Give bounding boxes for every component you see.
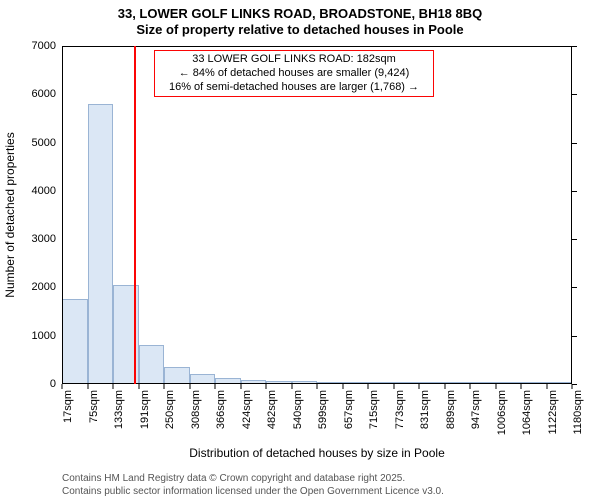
y-tick-mark [572, 239, 577, 240]
y-tick-mark [572, 287, 577, 288]
x-tick-mark [240, 384, 241, 389]
x-tick-mark [546, 384, 547, 389]
x-tick-mark [495, 384, 496, 389]
axis-left [62, 46, 63, 384]
x-tick-label: 889sqm [445, 390, 457, 429]
x-tick-label: 540sqm [292, 390, 304, 429]
x-tick-label: 1122sqm [547, 390, 559, 434]
x-tick-label: 250sqm [164, 390, 176, 429]
y-tick-mark [572, 143, 577, 144]
y-tick-mark [572, 94, 577, 95]
annotation-line2: ← 84% of detached houses are smaller (9,… [165, 67, 423, 81]
histogram-bar [164, 367, 190, 384]
x-tick-mark [368, 384, 369, 389]
x-tick-label: 773sqm [394, 390, 406, 429]
histogram-bar [62, 299, 88, 384]
marker-line [134, 46, 136, 384]
chart-title-1: 33, LOWER GOLF LINKS ROAD, BROADSTONE, B… [0, 6, 600, 22]
x-axis-label: Distribution of detached houses by size … [189, 446, 445, 460]
y-tick-label: 3000 [32, 233, 62, 245]
y-tick-mark [572, 384, 577, 385]
chart-title-2: Size of property relative to detached ho… [0, 22, 600, 38]
x-tick-label: 17sqm [62, 390, 74, 423]
x-tick-label: 1064sqm [521, 390, 533, 435]
x-tick-mark [342, 384, 343, 389]
y-tick-label: 5000 [32, 137, 62, 149]
x-tick-mark [87, 384, 88, 389]
histogram-bar [88, 104, 114, 384]
x-tick-mark [62, 384, 63, 389]
y-tick-label: 4000 [32, 185, 62, 197]
x-tick-label: 715sqm [368, 390, 380, 429]
annotation-line1: 33 LOWER GOLF LINKS ROAD: 182sqm [165, 53, 423, 67]
x-tick-label: 308sqm [190, 390, 202, 429]
footnote: Contains HM Land Registry data © Crown c… [62, 473, 444, 498]
x-tick-mark [113, 384, 114, 389]
y-tick-label: 6000 [32, 88, 62, 100]
y-tick-label: 2000 [32, 281, 62, 293]
x-tick-label: 75sqm [88, 390, 100, 423]
x-tick-mark [317, 384, 318, 389]
x-tick-label: 831sqm [419, 390, 431, 429]
annotation-line3: 16% of semi-detached houses are larger (… [165, 81, 423, 95]
x-tick-label: 482sqm [266, 390, 278, 429]
x-tick-mark [291, 384, 292, 389]
x-tick-mark [138, 384, 139, 389]
x-tick-mark [189, 384, 190, 389]
x-tick-label: 657sqm [343, 390, 355, 429]
histogram-chart: 33, LOWER GOLF LINKS ROAD, BROADSTONE, B… [0, 0, 600, 500]
x-tick-mark [521, 384, 522, 389]
x-tick-label: 191sqm [139, 390, 151, 429]
x-tick-label: 133sqm [113, 390, 125, 429]
y-tick-label: 7000 [32, 40, 62, 52]
x-tick-mark [215, 384, 216, 389]
footnote-line-1: Contains HM Land Registry data © Crown c… [62, 473, 444, 486]
x-tick-mark [470, 384, 471, 389]
footnote-line-2: Contains public sector information licen… [62, 486, 444, 499]
axis-bottom [62, 383, 572, 384]
axis-right [571, 46, 572, 384]
x-tick-label: 424sqm [241, 390, 253, 429]
x-tick-mark [419, 384, 420, 389]
y-tick-label: 0 [50, 378, 62, 390]
x-tick-label: 599sqm [317, 390, 329, 429]
annotation-box: 33 LOWER GOLF LINKS ROAD: 182sqm← 84% of… [154, 50, 434, 97]
x-tick-label: 1180sqm [572, 390, 584, 434]
y-tick-mark [572, 46, 577, 47]
x-tick-label: 947sqm [470, 390, 482, 429]
x-tick-mark [572, 384, 573, 389]
x-tick-mark [164, 384, 165, 389]
x-tick-mark [393, 384, 394, 389]
chart-titles: 33, LOWER GOLF LINKS ROAD, BROADSTONE, B… [0, 0, 600, 37]
y-tick-mark [572, 191, 577, 192]
x-tick-mark [444, 384, 445, 389]
x-tick-label: 1006sqm [496, 390, 508, 435]
histogram-bar [139, 345, 165, 384]
x-tick-mark [266, 384, 267, 389]
axis-top [62, 46, 572, 47]
y-axis-label: Number of detached properties [3, 132, 17, 297]
y-tick-label: 1000 [32, 330, 62, 342]
y-tick-mark [572, 336, 577, 337]
plot-area: 0100020003000400050006000700017sqm75sqm1… [62, 46, 572, 384]
x-tick-label: 366sqm [215, 390, 227, 429]
